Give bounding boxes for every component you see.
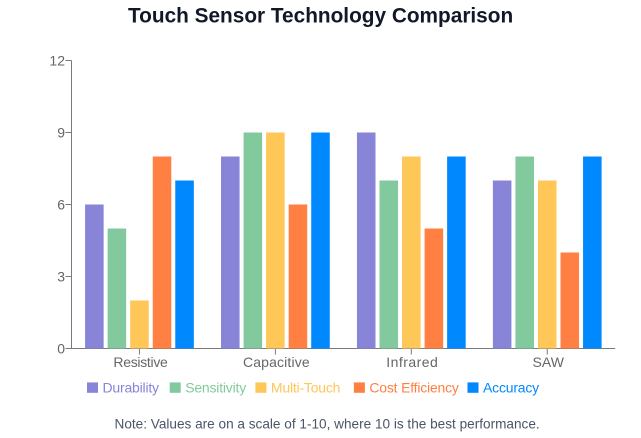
svg-text:Sensitivity: Sensitivity	[185, 379, 246, 395]
svg-text:Infrared: Infrared	[386, 354, 438, 370]
svg-text:6: 6	[57, 197, 65, 213]
svg-text:Capacitive: Capacitive	[243, 354, 310, 370]
svg-text:Durability: Durability	[103, 379, 160, 395]
svg-text:Accuracy: Accuracy	[483, 379, 539, 395]
svg-text:SAW: SAW	[533, 354, 565, 370]
svg-text:Touch Sensor Technology Compar: Touch Sensor Technology Comparison	[128, 5, 513, 28]
svg-text:12: 12	[49, 53, 65, 69]
svg-text:0: 0	[57, 341, 65, 357]
svg-text:Multi-Touch: Multi-Touch	[271, 379, 340, 395]
svg-text:9: 9	[57, 125, 65, 141]
svg-text:Resistive: Resistive	[113, 354, 168, 370]
svg-text:Cost Efficiency: Cost Efficiency	[369, 379, 459, 395]
svg-text:3: 3	[57, 269, 65, 285]
svg-text:Note: Values are on a scale of: Note: Values are on a scale of 1-10, whe…	[115, 417, 540, 432]
